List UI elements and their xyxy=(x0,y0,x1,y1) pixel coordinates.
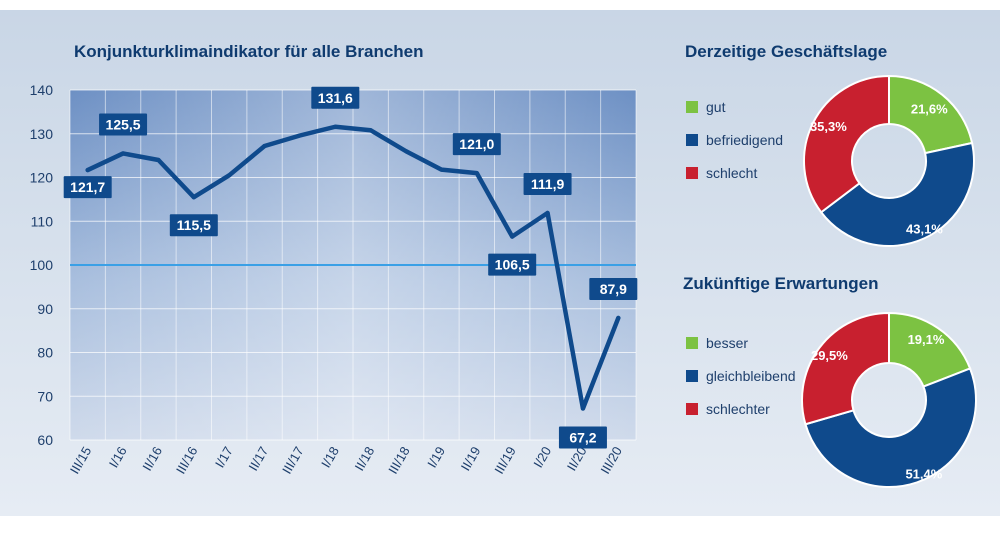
legend-swatch-red xyxy=(686,403,698,415)
data-label: 67,2 xyxy=(569,430,596,446)
y-tick-label: 90 xyxy=(37,301,53,317)
x-tick-label: III/15 xyxy=(67,444,94,477)
slice-label: 43,1% xyxy=(906,221,943,236)
x-tick-label: II/19 xyxy=(458,444,484,473)
data-point xyxy=(333,124,338,129)
x-tick-label: I/17 xyxy=(212,444,236,470)
x-tick-label: III/18 xyxy=(385,444,412,477)
x-tick-label: II/17 xyxy=(246,444,272,473)
donut-slice xyxy=(819,141,975,247)
legend-label: schlechter xyxy=(706,401,770,417)
donut-slice xyxy=(801,311,890,426)
data-label-box xyxy=(99,113,148,136)
y-tick-label: 140 xyxy=(30,82,54,98)
y-tick-label: 80 xyxy=(37,345,53,361)
donut-slice xyxy=(888,74,974,155)
legend-item-schlechter: schlechter xyxy=(686,399,770,419)
donut-1-title: Derzeitige Geschäftslage xyxy=(685,42,888,61)
legend-label: gut xyxy=(706,99,726,115)
legend-swatch-green xyxy=(686,101,698,113)
x-tick-label: I/20 xyxy=(530,444,554,470)
legend-label: besser xyxy=(706,335,749,351)
data-label: 121,0 xyxy=(459,136,494,152)
legend-item-gut: gut xyxy=(686,97,725,117)
x-tick-label: III/19 xyxy=(491,444,518,477)
legend-label: gleichbleibend xyxy=(706,368,796,384)
data-point xyxy=(227,173,232,178)
data-label-box xyxy=(558,426,607,449)
donut-2-title: Zukünftige Erwartungen xyxy=(683,274,879,293)
x-tick-label: I/18 xyxy=(318,444,342,470)
legend-item-besser: besser xyxy=(686,333,748,353)
data-point xyxy=(262,144,267,148)
data-point xyxy=(297,133,302,138)
y-tick-label: 70 xyxy=(37,388,53,404)
data-label: 125,5 xyxy=(106,116,141,132)
data-label: 111,9 xyxy=(531,176,565,192)
x-tick-label: III/16 xyxy=(173,444,200,477)
line-chart: 60 70 80 90 100 110 120 130 140 III/15 I/16 II/16 II… xyxy=(30,82,638,477)
data-label-box xyxy=(311,86,360,109)
data-label-box xyxy=(523,172,572,195)
donut-slice xyxy=(888,311,972,388)
legend-label: schlecht xyxy=(706,165,758,181)
data-label: 106,5 xyxy=(495,257,530,273)
legend-swatch-blue xyxy=(686,134,698,146)
x-tick-label: I/19 xyxy=(424,444,448,470)
data-point xyxy=(616,315,621,320)
series-line xyxy=(85,124,621,411)
line-chart-title: Konjunkturklimaindikator für alle Branch… xyxy=(74,42,424,61)
legend-item-schlecht: schlecht xyxy=(686,163,757,183)
data-label-box xyxy=(63,176,112,199)
data-point xyxy=(404,149,409,154)
slice-label: 35,3% xyxy=(810,119,847,134)
donut-slice xyxy=(804,367,977,488)
x-tick-label: I/16 xyxy=(106,444,130,470)
x-tick-label: II/18 xyxy=(352,444,378,473)
legend-swatch-blue xyxy=(686,370,698,382)
data-point xyxy=(191,195,196,200)
y-tick-label: 110 xyxy=(31,213,54,229)
slice-label: 51,4% xyxy=(905,467,942,482)
legend-item-gleichbleibend: gleichbleibend xyxy=(686,366,796,386)
data-label-box xyxy=(488,253,537,276)
data-point xyxy=(580,406,585,411)
donut-chart-expectations: 19,1% 51,4% 29,5% xyxy=(801,311,977,488)
legend-swatch-red xyxy=(686,167,698,179)
x-tick-label: III/20 xyxy=(597,444,624,477)
slice-label: 29,5% xyxy=(811,348,848,363)
data-point xyxy=(121,151,126,156)
y-tick-label: 100 xyxy=(30,257,54,273)
y-tick-label: 130 xyxy=(30,126,54,142)
donut-chart-current: 21,6% 43,1% 35,3% xyxy=(803,74,975,247)
data-label: 87,9 xyxy=(600,281,627,297)
donut-slice xyxy=(803,74,890,214)
legend-label: befriedigend xyxy=(706,132,784,148)
slice-label: 19,1% xyxy=(908,332,945,347)
data-point xyxy=(85,168,90,173)
data-point xyxy=(510,234,515,239)
legend-item-befriedigend: befriedigend xyxy=(686,130,783,150)
data-point xyxy=(439,167,444,172)
data-point xyxy=(474,171,479,176)
x-tick-label: III/17 xyxy=(279,444,306,477)
slice-label: 21,6% xyxy=(911,102,948,117)
data-label-box xyxy=(589,277,638,300)
data-label: 131,6 xyxy=(318,90,353,106)
y-tick-label: 60 xyxy=(37,432,53,448)
data-point xyxy=(545,210,550,215)
data-label: 115,5 xyxy=(177,217,211,233)
data-point xyxy=(156,158,161,162)
data-label-box xyxy=(169,214,218,237)
legend-swatch-green xyxy=(686,337,698,349)
x-tick-label: II/16 xyxy=(139,444,165,473)
y-tick-label: 120 xyxy=(30,170,54,186)
data-label-box xyxy=(452,133,501,156)
data-label: 121,7 xyxy=(70,179,105,195)
data-point xyxy=(368,128,373,133)
